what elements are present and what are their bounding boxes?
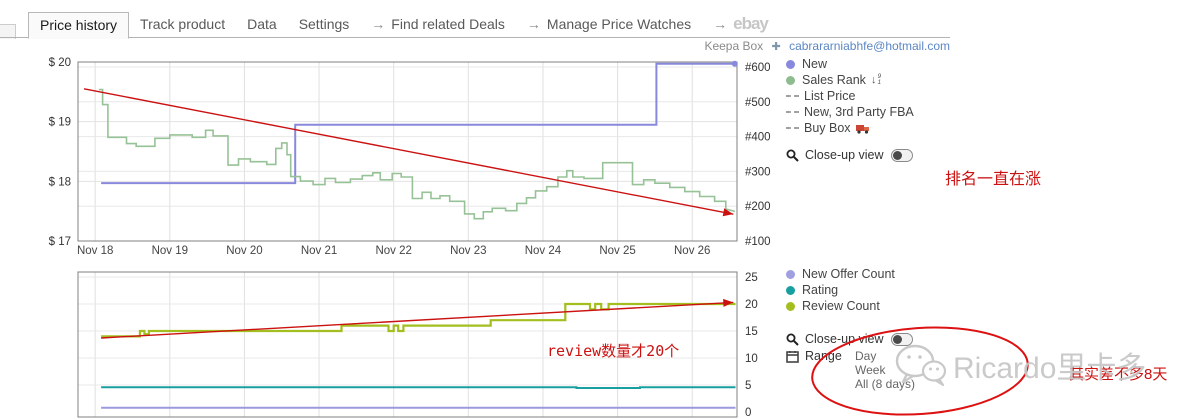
buy-box-series-marker <box>786 127 799 129</box>
price-legend: New Sales Rank ↓ 9 1 List Price New, 3rd P… <box>786 56 914 136</box>
tab-manage-price-watches[interactable]: → Manage Price Watches <box>526 16 692 32</box>
svg-text:#500: #500 <box>745 97 771 109</box>
svg-text:10: 10 <box>745 353 758 365</box>
count-history-chart-series-rating <box>101 386 736 389</box>
legend-item-buy-box[interactable]: Buy Box <box>786 120 914 136</box>
legend-item-list-price[interactable]: List Price <box>786 88 914 104</box>
new-offer-count-series-marker <box>786 269 795 279</box>
tab-stub <box>0 24 16 39</box>
range-option-week[interactable]: Week <box>855 363 886 377</box>
range-option-all[interactable]: All (8 days) <box>855 377 916 391</box>
price-history-chart-series-new <box>101 62 735 185</box>
svg-text:0: 0 <box>745 407 751 419</box>
truck-icon <box>855 124 869 134</box>
new-series-marker <box>786 59 795 69</box>
svg-text:Nov 19: Nov 19 <box>152 245 188 257</box>
svg-text:#200: #200 <box>745 201 771 213</box>
tab-ebay[interactable]: → ebay <box>702 10 779 40</box>
svg-text:$ 20: $ 20 <box>49 57 71 69</box>
legend-item-new[interactable]: New <box>786 56 914 72</box>
svg-text:#100: #100 <box>745 236 771 248</box>
rating-series-marker <box>786 285 795 295</box>
legend-item-review-count[interactable]: Review Count <box>786 298 895 314</box>
tab-settings[interactable]: Settings <box>298 16 350 32</box>
tab-bar: Price history Track product Data Setting… <box>28 10 779 40</box>
arrow-icon: → <box>371 16 386 32</box>
legend-item-new-offer-count[interactable]: New Offer Count <box>786 266 895 282</box>
svg-text:Nov 21: Nov 21 <box>301 245 337 257</box>
svg-text:Nov 23: Nov 23 <box>450 245 486 257</box>
close-up-view-bottom[interactable]: Close-up view <box>786 330 913 348</box>
svg-text:15: 15 <box>745 326 758 338</box>
account-email-link[interactable]: cabrararniabhfe@hotmail.com <box>789 39 950 53</box>
legend-item-rating[interactable]: Rating <box>786 282 895 298</box>
sort-numeric-icon: ↓ 9 1 <box>870 73 882 86</box>
annotation-rank-rising: 排名一直在涨 <box>945 171 1042 188</box>
close-up-toggle[interactable] <box>890 148 913 162</box>
range-label-row: Range <box>786 349 842 363</box>
close-up-view-top[interactable]: Close-up view <box>786 146 913 164</box>
svg-text:$ 19: $ 19 <box>49 117 71 129</box>
tab-price-history[interactable]: Price history <box>28 11 130 39</box>
svg-text:$ 17: $ 17 <box>49 236 71 248</box>
range-control: Range Day Week All (8 days) <box>786 349 915 391</box>
legend-item-sales-rank[interactable]: Sales Rank ↓ 9 1 <box>786 72 914 88</box>
range-label: Range <box>805 349 842 363</box>
arrow-icon: → <box>713 16 728 32</box>
svg-text:Nov 24: Nov 24 <box>525 245 562 257</box>
sales-rank-series-marker <box>786 75 795 85</box>
count-history-chart-series-review-count <box>101 302 736 338</box>
price-history-chart-series-sales-rank <box>98 88 736 220</box>
keepa-box-label: Keepa Box <box>704 39 764 53</box>
price-history-chart: $ 20 $ 19 $ 18 $ 17 #600 #500 #400 #300 #200 #100… <box>49 57 771 257</box>
svg-text:#600: #600 <box>745 62 771 74</box>
arrow-icon: → <box>526 16 541 32</box>
svg-text:Nov 26: Nov 26 <box>674 245 710 257</box>
tab-track-product[interactable]: Track product <box>140 16 226 32</box>
price-history-chart-series-trend-arrow <box>83 88 734 215</box>
list-price-series-marker <box>786 95 799 97</box>
keepa-plus-icon[interactable]: ✚ <box>771 41 781 53</box>
svg-text:Nov 20: Nov 20 <box>226 245 262 257</box>
tab-find-related-deals[interactable]: → Find related Deals <box>371 16 505 32</box>
svg-text:20: 20 <box>745 299 758 311</box>
keepa-box-row: Keepa Box ✚ cabrararniabhfe@hotmail.com <box>0 39 950 53</box>
tab-data[interactable]: Data <box>247 16 277 32</box>
count-legend: New Offer Count Rating Review Count <box>786 266 895 314</box>
annotation-review-count: review数量才20个 <box>547 342 680 360</box>
svg-text:5: 5 <box>745 380 751 392</box>
ebay-logo: ebay <box>733 14 769 33</box>
svg-text:Nov 18: Nov 18 <box>77 245 113 257</box>
fba-series-marker <box>786 111 799 113</box>
legend-item-new-3rd-party-fba[interactable]: New, 3rd Party FBA <box>786 104 914 120</box>
svg-text:$ 18: $ 18 <box>49 176 71 188</box>
range-option-day[interactable]: Day <box>855 349 877 363</box>
review-count-series-marker <box>786 301 795 311</box>
close-up-toggle[interactable] <box>890 332 913 346</box>
count-history-chart-series-trend-arrow <box>101 301 734 339</box>
annotation-days: 其实差不多8天 <box>1069 366 1168 383</box>
tabbar-divider <box>0 37 950 38</box>
calendar-icon <box>786 350 799 363</box>
range-options: Day Week All (8 days) <box>855 349 915 391</box>
magnifier-icon <box>786 149 799 162</box>
svg-text:Nov 22: Nov 22 <box>375 245 411 257</box>
svg-text:25: 25 <box>745 272 758 284</box>
svg-text:Nov 25: Nov 25 <box>599 245 635 257</box>
magnifier-icon <box>786 333 799 346</box>
svg-text:#400: #400 <box>745 132 771 144</box>
svg-text:#300: #300 <box>745 166 771 178</box>
